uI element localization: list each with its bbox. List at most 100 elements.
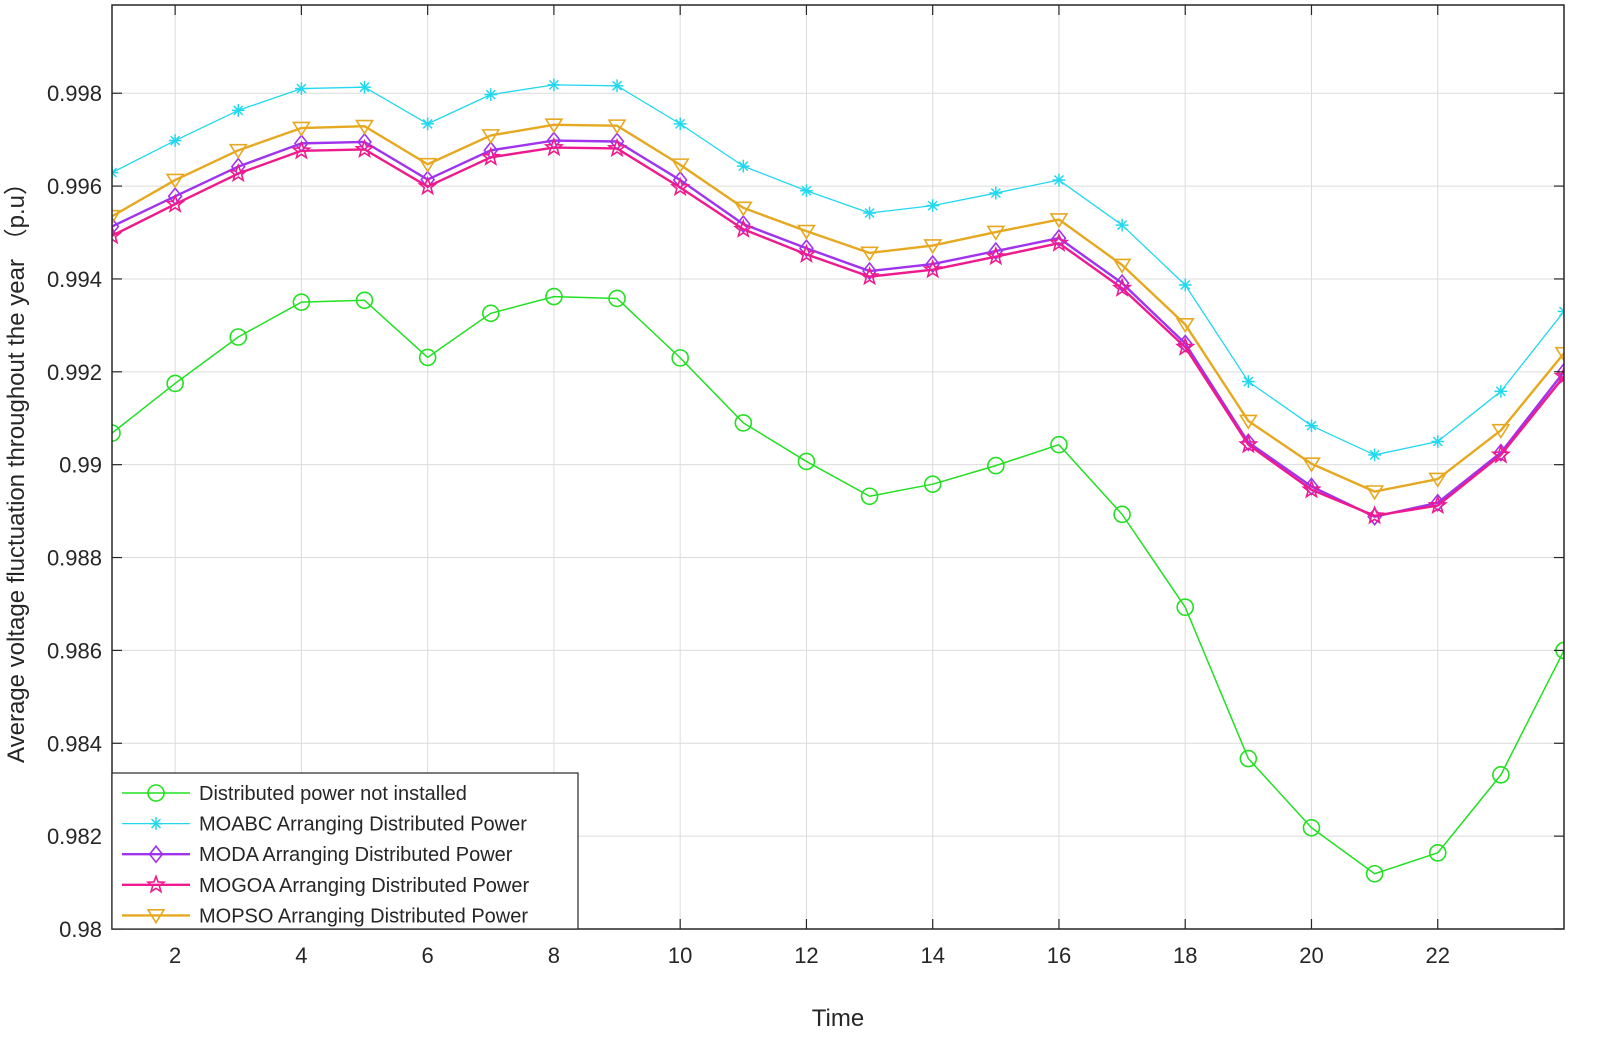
data-point: [1302, 457, 1321, 473]
legend-label: MOPSO Arranging Distributed Power: [199, 905, 528, 927]
data-point: [228, 162, 249, 183]
data-point: [1365, 864, 1384, 883]
data-point: [986, 225, 1006, 241]
data-point: [418, 157, 438, 173]
y-tick-label: 0.988: [47, 546, 102, 571]
data-point: [1048, 232, 1070, 252]
data-point: [112, 225, 123, 245]
data-point: [670, 158, 690, 174]
x-tick-label: 8: [548, 943, 560, 968]
data-point: [1430, 493, 1446, 513]
data-point: [1175, 318, 1195, 334]
series-line: [112, 139, 1564, 518]
data-point: [229, 328, 248, 346]
y-tick-label: 0.996: [47, 174, 102, 199]
x-axis-label: Time: [812, 1005, 864, 1032]
legend-label: MODA Arranging Distributed Power: [199, 844, 513, 866]
x-tick-label: 14: [920, 943, 944, 968]
data-point: [355, 119, 374, 135]
data-point: [164, 193, 186, 213]
legend-box: [111, 772, 579, 930]
data-point: [1050, 435, 1068, 454]
data-point: [294, 82, 308, 95]
data-point: [1431, 435, 1445, 448]
data-point: [1301, 479, 1322, 499]
data-point: [1113, 505, 1131, 524]
legend-marker: [146, 909, 166, 925]
data-point: [1556, 362, 1564, 382]
x-tick-label: 20: [1299, 943, 1323, 968]
legend-entry: MOGOA Arranging Distributed Power: [122, 874, 529, 897]
data-point: [543, 136, 565, 157]
data-point: [988, 241, 1004, 261]
data-point: [860, 246, 880, 262]
y-tick-label: 0.998: [47, 81, 102, 106]
y-tick-label: 0.98: [59, 917, 102, 942]
x-tick-label: 16: [1047, 943, 1071, 968]
data-point: [673, 117, 687, 131]
data-point: [545, 287, 563, 306]
data-point: [1115, 218, 1129, 232]
data-point: [862, 261, 877, 281]
data-point: [1364, 505, 1385, 525]
legend-label: MOGOA Arranging Distributed Power: [199, 875, 529, 897]
data-point: [421, 117, 435, 131]
legend-entry: Distributed power not installed: [122, 783, 467, 805]
data-point: [1175, 336, 1196, 356]
data-point: [985, 245, 1006, 266]
data-point: [734, 414, 753, 432]
data-point: [671, 349, 689, 367]
x-tick-label: 4: [295, 943, 307, 968]
data-point: [925, 254, 941, 274]
x-tick-label: 22: [1425, 943, 1449, 968]
data-point: [1490, 444, 1512, 464]
data-point: [860, 487, 879, 506]
data-point: [417, 175, 438, 196]
data-point: [292, 293, 311, 311]
legend-marker: [148, 844, 164, 864]
data-point: [796, 224, 816, 240]
legend-entry: MODA Arranging Distributed Power: [122, 844, 513, 866]
data-point: [796, 243, 817, 263]
data-point: [480, 146, 501, 166]
data-point: [1553, 365, 1564, 386]
data-point: [168, 134, 182, 147]
data-point: [481, 129, 501, 145]
data-point: [547, 78, 561, 92]
data-point: [987, 456, 1005, 475]
data-point: [291, 140, 312, 160]
data-point: [800, 184, 813, 198]
data-point: [481, 304, 500, 323]
series-4: [112, 136, 1564, 525]
data-point: [610, 79, 624, 93]
data-point: [1302, 818, 1321, 837]
data-point: [112, 209, 122, 225]
data-point: [670, 176, 691, 197]
data-point: [112, 166, 119, 180]
data-point: [1494, 384, 1508, 398]
data-point: [1052, 173, 1066, 187]
series-2: [112, 78, 1564, 462]
data-point: [1176, 598, 1195, 617]
series-line: [112, 295, 1564, 875]
legend-label: MOABC Arranging Distributed Power: [199, 814, 527, 836]
y-tick-label: 0.982: [47, 824, 102, 849]
legend-label: Distributed power not installed: [199, 783, 467, 805]
data-point: [355, 291, 374, 310]
data-point: [923, 239, 943, 255]
series-line: [112, 123, 1564, 493]
data-point: [1428, 844, 1447, 862]
series-5: [112, 118, 1564, 501]
data-point: [544, 118, 564, 134]
y-tick-label: 0.99: [59, 453, 102, 478]
data-point: [799, 239, 814, 258]
data-point: [608, 289, 626, 308]
data-point: [358, 80, 371, 94]
data-point: [418, 348, 437, 367]
data-point: [484, 88, 498, 102]
data-point: [733, 201, 753, 217]
legend: Distributed power not installed MOABC Arr…: [111, 772, 579, 930]
y-tick-label: 0.992: [47, 360, 102, 385]
series-line: [112, 146, 1564, 517]
